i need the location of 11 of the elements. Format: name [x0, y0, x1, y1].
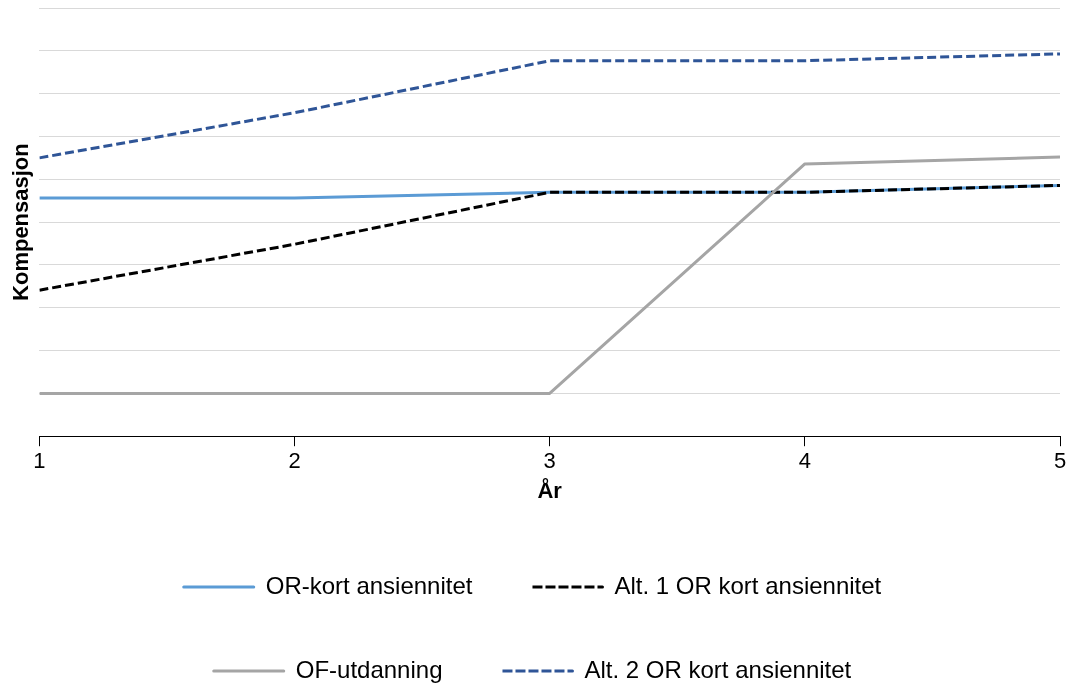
- legend-label: OR-kort ansiennitet: [265, 571, 473, 599]
- legend-label: OF-utdanning: [295, 655, 443, 683]
- x-tick-label: 1: [33, 448, 46, 474]
- x-tick-label: 2: [288, 448, 301, 474]
- x-tick-label: 5: [1053, 448, 1067, 474]
- y-axis-title: Kompensasjon: [8, 143, 34, 301]
- x-tick-label: 3: [543, 448, 556, 474]
- x-tick-label: 4: [798, 448, 811, 474]
- x-axis-title: År: [537, 476, 563, 503]
- legend-label: Alt. 2 OR kort ansiennitet: [584, 655, 852, 683]
- legend-label: Alt. 1 OR kort ansiennitet: [614, 571, 882, 599]
